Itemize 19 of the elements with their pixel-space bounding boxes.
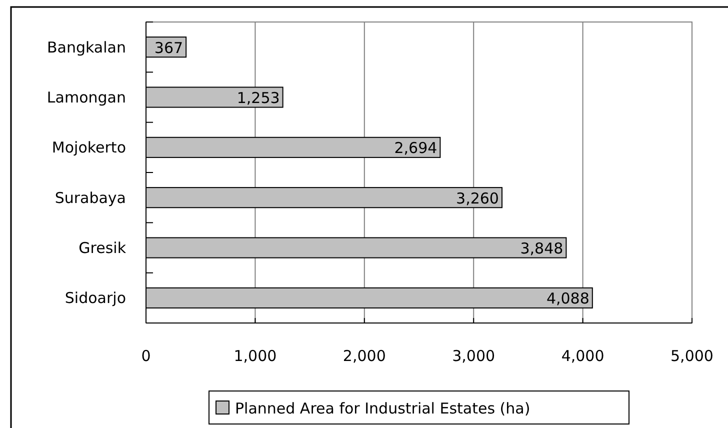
x-tick-label: 2,000 (342, 347, 386, 365)
x-tick-label: 0 (141, 347, 151, 365)
data-label: 3,260 (456, 189, 499, 208)
y-tick-label: Lamongan (46, 88, 126, 106)
y-tick-label: Surabaya (54, 188, 126, 207)
x-tick-label: 3,000 (452, 347, 496, 365)
legend-label: Planned Area for Industrial Estates (ha) (235, 399, 530, 418)
x-tick-label: 5,000 (670, 347, 714, 365)
y-tick-label: Gresik (78, 239, 126, 257)
data-label: 3,848 (520, 239, 564, 258)
data-label: 1,253 (236, 88, 280, 107)
x-tick-label: 1,000 (234, 347, 277, 365)
y-tick-label: Mojokerto (52, 138, 126, 157)
data-label: 2,694 (394, 139, 438, 158)
x-tick-label: 4,000 (561, 347, 604, 365)
y-tick-label: Sidoarjo (64, 289, 126, 308)
data-label: 4,088 (546, 290, 590, 308)
data-label: 367 (154, 38, 184, 57)
y-tick-label: Bangkalan (47, 38, 126, 56)
